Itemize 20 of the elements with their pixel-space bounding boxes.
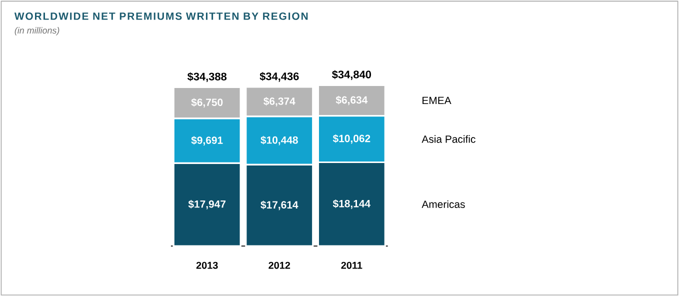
x-tick-label: 2011 [341,262,362,269]
data-label: $17,614 [260,200,298,210]
data-label: $6,750 [191,98,223,108]
data-label: $10,448 [260,136,298,146]
data-label: $10,062 [332,134,370,144]
total-label: $34,436 [260,72,299,82]
text: EMEA [422,96,452,104]
text: Americas [422,200,465,208]
total-label: $34,388 [187,72,227,82]
data-label: $17,947 [188,200,226,210]
total-label: $34,840 [332,70,371,80]
text: Asia Pacific [422,135,476,143]
data-label: $18,144 [332,199,370,209]
data-label: $6,634 [336,96,368,106]
data-label: $6,374 [264,96,296,106]
text: (in millions) [14,26,60,36]
chart-title: WORLDWIDE NET PREMIUMS WRITTEN BY REGION [14,12,308,20]
data-label: $9,691 [191,136,223,146]
x-tick-label: 2012 [268,262,290,269]
x-tick-label: 2013 [196,262,218,269]
